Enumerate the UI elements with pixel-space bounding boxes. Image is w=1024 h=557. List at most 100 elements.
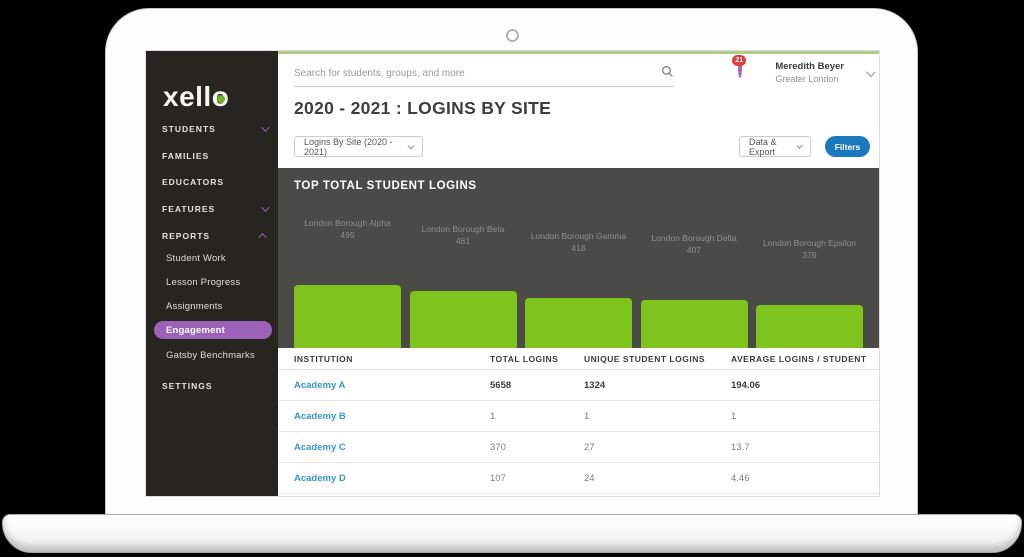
sidebar-item-label: FAMILIES [162,150,210,161]
data-export-label: Data & Export [749,136,777,157]
bar-value-label: 495 [340,230,355,240]
sidebar-item-label: STUDENTS [162,124,216,134]
column-header: AVERAGE LOGINS / STUDENT [731,353,867,364]
chevron-up-icon [258,233,267,242]
institution-link[interactable]: Academy B [294,410,346,422]
sidebar-item-student-work[interactable]: Student Work [166,249,269,267]
chevron-down-icon [407,142,415,150]
sidebar-item-assignments[interactable]: Assignments [166,297,269,315]
sidebar-item-reports[interactable]: REPORTS [162,227,269,245]
institution-link[interactable]: Academy D [294,472,346,484]
notification-badge: 21 [732,55,747,66]
avatar-photo [738,57,743,78]
table-row: Academy A 5658 1324 194.06 [278,370,879,401]
cell-total_logins: 1 [490,410,496,422]
sidebar-item-label: Assignments [166,300,223,312]
user-name: Meredith Beyer [775,61,844,72]
sidebar-item-label: Gatsby Benchmarks [166,349,255,361]
logins-table: INSTITUTION TOTAL LOGINS UNIQUE STUDENT LO… [278,348,879,494]
chart-bar-label: London Borough Epsilon 376 [756,237,863,261]
laptop-base [2,514,1022,553]
bar-value-label: 418 [571,243,586,253]
filters-button[interactable]: Filters [825,136,870,157]
camera-icon [506,29,519,42]
chart-bar-label: London Borough Alpha 495 [294,217,401,241]
table-row: Academy C 370 27 13.7 [278,432,879,463]
sidebar-item-engagement[interactable]: Engagement [154,321,272,339]
sidebar-item-label: SETTINGS [162,381,213,391]
user-menu[interactable]: 21 Meredith Beyer Greater London [732,55,876,87]
data-export-dropdown[interactable]: Data & Export [739,136,811,157]
sidebar-item-features[interactable]: FEATURES [162,200,270,218]
chart-bar-label: London Borough Delta 407 [641,232,748,256]
sidebar-item-label: REPORTS [162,231,211,241]
search-input[interactable] [294,68,661,79]
sidebar-item-settings[interactable]: SETTINGS [162,377,269,395]
chart-title: TOP TOTAL STUDENT LOGINS [294,180,477,192]
chevron-down-icon [865,66,876,77]
sidebar-item-gatsby-benchmarks[interactable]: Gatsby Benchmarks [166,346,269,364]
sidebar-item-educators[interactable]: EDUCATORS [162,173,269,191]
laptop-bezel: xello STUDENTS FAMILIES EDUCATORS FEATURES R… [105,8,918,515]
search-icon[interactable] [661,65,674,83]
cell-unique_student_logins: 1 [584,410,590,422]
bar-category-label: London Borough Beta [421,224,505,234]
table-body: Academy A 5658 1324 194.06 Academy B 1 1 1 Acade… [278,370,879,494]
cell-total_logins: 107 [490,472,506,484]
sidebar: xello STUDENTS FAMILIES EDUCATORS FEATURES R… [146,51,278,496]
search-field[interactable] [294,61,674,87]
sidebar-item-lesson-progress[interactable]: Lesson Progress [166,273,269,291]
cell-unique_student_logins: 1324 [584,379,606,391]
chart-bar[interactable] [409,291,517,348]
cell-average_logins_per_student: 1 [731,410,737,422]
cell-average_logins_per_student: 13.7 [731,441,750,453]
chart-bar[interactable] [525,298,632,348]
sidebar-item-label: Lesson Progress [166,276,241,288]
logo-text: xell [163,81,212,112]
main-content: 21 Meredith Beyer Greater London 2020 - … [278,51,879,496]
user-location: Greater London [775,74,839,84]
bar-value-label: 376 [802,250,817,260]
bar-value-label: 461 [455,236,471,246]
column-header: INSTITUTION [294,353,353,364]
table-row: Academy B 1 1 1 [278,401,879,432]
avatar: 21 [732,55,766,87]
chevron-down-icon [261,123,270,132]
institution-link[interactable]: Academy A [294,379,346,391]
screen: xello STUDENTS FAMILIES EDUCATORS FEATURES R… [145,50,880,497]
logins-bar-chart: TOP TOTAL STUDENT LOGINS London Borough … [278,168,879,348]
chart-bar-label: London Borough Gamma 418 [525,230,632,254]
institution-link[interactable]: Academy C [294,441,346,453]
cell-total_logins: 370 [490,441,506,453]
chart-bar[interactable] [640,300,748,348]
chart-bar-label: London Borough Beta 461 [410,223,517,247]
chart-bar[interactable] [294,285,401,348]
cell-unique_student_logins: 27 [584,441,595,453]
bar-category-label: London Borough Alpha [304,218,391,228]
table-header-row: INSTITUTION TOTAL LOGINS UNIQUE STUDENT LO… [278,348,879,370]
xello-logo[interactable]: xello [163,81,229,113]
chevron-down-icon [796,142,803,150]
bar-value-label: 407 [686,245,702,255]
bar-category-label: London Borough Epsilon [762,238,857,248]
sidebar-item-label: Student Work [166,252,226,264]
report-select-value: Logins By Site (2020 - 2021) [304,136,393,157]
bar-category-label: London Borough Gamma [530,231,627,241]
top-accent-line [278,51,879,54]
sidebar-item-label: Engagement [166,324,226,336]
chart-bar[interactable] [756,305,863,348]
table-row: Academy D 107 24 4.46 [278,463,879,494]
chevron-down-icon [261,203,270,212]
report-select-dropdown[interactable]: Logins By Site (2020 - 2021) [294,136,423,157]
page-title: 2020 - 2021 : LOGINS BY SITE [294,98,552,118]
cell-average_logins_per_student: 194.06 [731,379,761,391]
column-header: TOTAL LOGINS [490,353,559,364]
sidebar-item-families[interactable]: FAMILIES [162,147,269,165]
cell-unique_student_logins: 24 [584,472,595,484]
sidebar-item-label: FEATURES [162,204,216,214]
bar-category-label: London Borough Delta [651,233,737,243]
logo-o-dot: o [211,81,230,112]
column-header: UNIQUE STUDENT LOGINS [584,353,706,364]
sidebar-item-students[interactable]: STUDENTS [162,120,270,138]
sidebar-item-label: EDUCATORS [162,177,225,187]
